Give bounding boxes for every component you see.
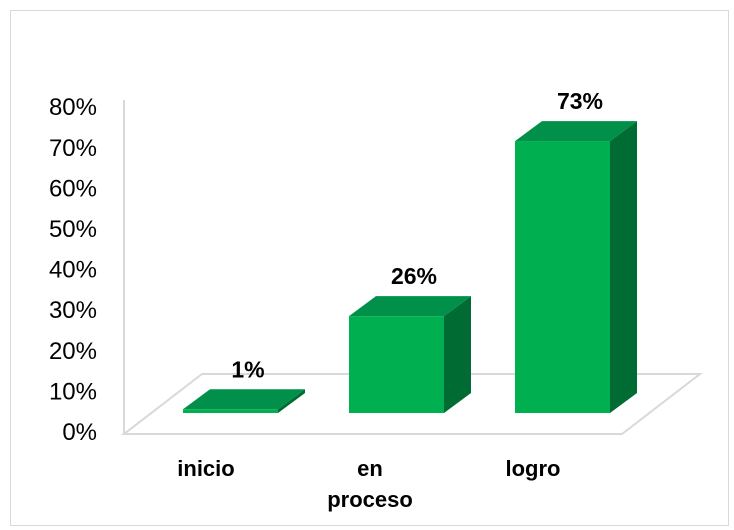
- bar-en-proceso: [349, 296, 471, 413]
- bar-top-face: [183, 389, 305, 410]
- y-tick-label: 40%: [49, 257, 97, 284]
- y-tick-label: 10%: [49, 378, 97, 405]
- bar-side-face: [444, 296, 471, 413]
- bar-front-face: [349, 316, 444, 413]
- y-tick-label: 30%: [49, 297, 97, 324]
- data-label: 73%: [557, 88, 603, 114]
- bar-front-face: [515, 141, 610, 413]
- y-tick-label: 0%: [62, 419, 97, 446]
- y-tick-label: 20%: [49, 338, 97, 365]
- y-tick-label: 50%: [49, 216, 97, 243]
- x-category-label: en proceso: [327, 456, 413, 512]
- bar-inicio: [183, 389, 305, 413]
- y-tick-label: 60%: [49, 175, 97, 202]
- bar-side-face: [278, 389, 305, 413]
- bar-top-face: [349, 296, 471, 317]
- data-label: 1%: [231, 356, 264, 382]
- x-category-label: logro: [506, 456, 561, 481]
- bar-front-face: [183, 409, 278, 413]
- y-tick-label: 70%: [49, 135, 97, 162]
- y-tick-label: 80%: [49, 94, 97, 121]
- bar-logro: [515, 121, 637, 413]
- x-category-label: inicio: [177, 456, 234, 481]
- bar-side-face: [610, 121, 637, 413]
- bar-top-face: [515, 121, 637, 142]
- data-label: 26%: [391, 263, 437, 289]
